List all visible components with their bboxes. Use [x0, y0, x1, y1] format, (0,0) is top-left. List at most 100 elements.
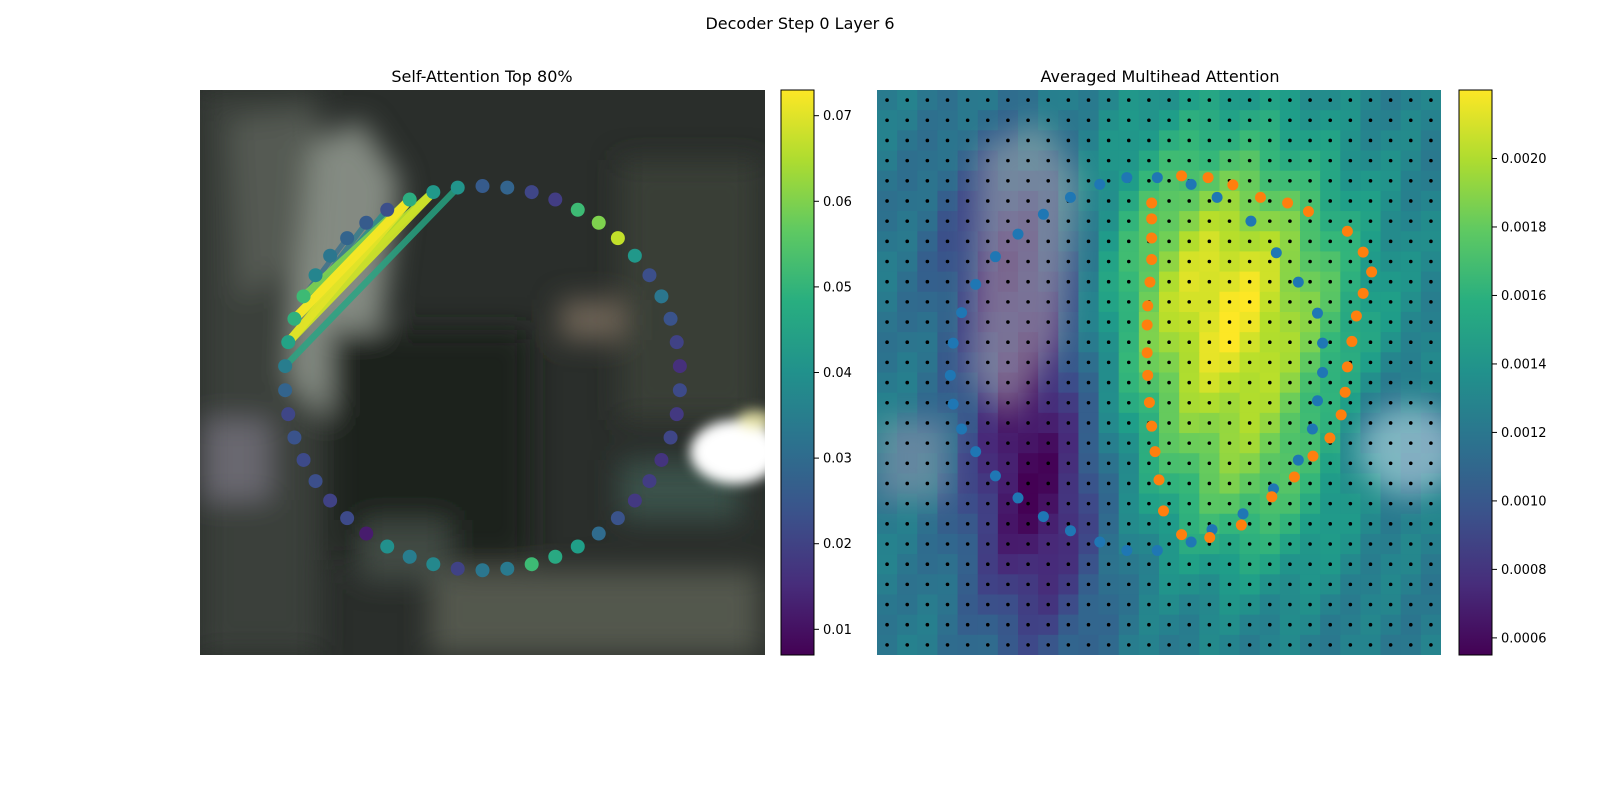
grid-dot: [1267, 602, 1272, 607]
grid-dot: [885, 582, 889, 587]
contour-point-44: [340, 231, 355, 246]
grid-dot: [1167, 380, 1171, 385]
grid-dot: [985, 481, 990, 486]
grid-dot: [1147, 98, 1151, 102]
contour-point-29: [380, 539, 395, 554]
grid-dot: [945, 542, 950, 546]
grid-dot: [1388, 320, 1393, 324]
grid-dot: [925, 441, 930, 445]
grid-dot: [1429, 501, 1433, 506]
grid-dot: [1328, 562, 1333, 566]
series-1-point-34: [1146, 213, 1158, 225]
grid-dot: [925, 360, 930, 365]
grid-dot: [1267, 259, 1272, 264]
series-0-point-13: [1237, 508, 1249, 520]
self-attention-colorbar: 0.01 0.02 0.03 0.04 0.05 0.06 0.07: [780, 89, 852, 656]
grid-dot: [1126, 360, 1131, 365]
series-0-point-29: [970, 278, 982, 290]
grid-dot: [1006, 239, 1010, 244]
grid-dot: [1046, 158, 1051, 163]
grid-dot: [1288, 542, 1292, 546]
grid-dot: [1348, 501, 1353, 506]
grid-dot: [1368, 501, 1373, 506]
grid-dot: [1348, 138, 1353, 143]
grid-dot: [1106, 118, 1111, 123]
grid-dot: [925, 179, 930, 183]
grid-dot: [905, 279, 910, 284]
grid-dot: [1167, 481, 1171, 486]
series-0-point-16: [1151, 544, 1163, 556]
left-colorbar-tick-label-6: 0.07: [823, 109, 852, 124]
grid-dot: [945, 199, 950, 203]
grid-dot: [1348, 179, 1353, 183]
grid-dot: [885, 118, 889, 123]
grid-dot: [965, 360, 970, 365]
grid-dot: [885, 441, 889, 445]
grid-dot: [1106, 441, 1111, 445]
grid-dot: [1167, 461, 1171, 466]
grid-dot: [1086, 380, 1091, 385]
grid-dot: [1126, 219, 1131, 223]
grid-dot: [1227, 461, 1232, 466]
grid-dot: [965, 199, 970, 203]
grid-dot: [1388, 522, 1393, 526]
series-1-point-19: [1235, 519, 1247, 531]
grid-dot: [1066, 522, 1071, 526]
grid-dot: [1308, 562, 1312, 566]
series-0-point-32: [1037, 208, 1049, 220]
grid-dot: [1288, 400, 1292, 405]
series-1-point-20: [1204, 531, 1216, 543]
grid-dot: [1247, 562, 1252, 566]
grid-dot: [1187, 582, 1192, 587]
grid-dot: [1046, 179, 1051, 183]
grid-dot: [965, 481, 970, 486]
grid-dot: [1288, 219, 1292, 223]
contour-point-34: [296, 452, 311, 467]
grid-dot: [1308, 239, 1312, 244]
contour-point-35: [287, 430, 302, 445]
grid-dot: [1408, 98, 1413, 102]
grid-dot: [1086, 501, 1091, 506]
series-0-point-28: [956, 307, 968, 319]
grid-dot: [1227, 239, 1232, 244]
grid-dot: [1106, 461, 1111, 466]
grid-dot: [1006, 138, 1010, 143]
grid-dot: [1147, 158, 1151, 163]
grid-dot: [885, 481, 889, 486]
grid-dot: [1026, 602, 1030, 607]
grid-dot: [1106, 138, 1111, 143]
grid-dot: [1086, 138, 1091, 143]
grid-dot: [1308, 461, 1312, 466]
left-colorbar-tick-label-3: 0.04: [823, 366, 852, 381]
grid-dot: [1247, 461, 1252, 466]
grid-dot: [1167, 300, 1171, 304]
grid-dot: [1026, 562, 1030, 566]
grid-dot: [1227, 98, 1232, 102]
series-1-point-24: [1149, 446, 1161, 458]
grid-dot: [965, 501, 970, 506]
grid-dot: [1066, 481, 1071, 486]
grid-dot: [1388, 300, 1393, 304]
grid-dot: [1267, 622, 1272, 627]
series-0-point-7: [1317, 337, 1329, 349]
grid-dot: [985, 300, 990, 304]
grid-dot: [905, 320, 910, 324]
grid-dot: [945, 239, 950, 244]
grid-dot: [1429, 340, 1433, 345]
grid-dot: [965, 118, 970, 123]
attention-link-9: [289, 195, 415, 324]
grid-dot: [985, 279, 990, 284]
series-0-point-35: [1121, 172, 1133, 184]
grid-dot: [1006, 360, 1010, 365]
grid-dot: [1006, 421, 1010, 425]
grid-dot: [1368, 643, 1373, 647]
series-0-point-24: [956, 423, 968, 435]
grid-dot: [965, 622, 970, 627]
grid-dot: [1348, 279, 1353, 284]
contour-point-20: [591, 526, 606, 541]
grid-dot: [1429, 279, 1433, 284]
grid-dot: [925, 320, 930, 324]
contour-point-28: [402, 549, 417, 564]
grid-dot: [965, 158, 970, 163]
grid-dot: [985, 219, 990, 223]
